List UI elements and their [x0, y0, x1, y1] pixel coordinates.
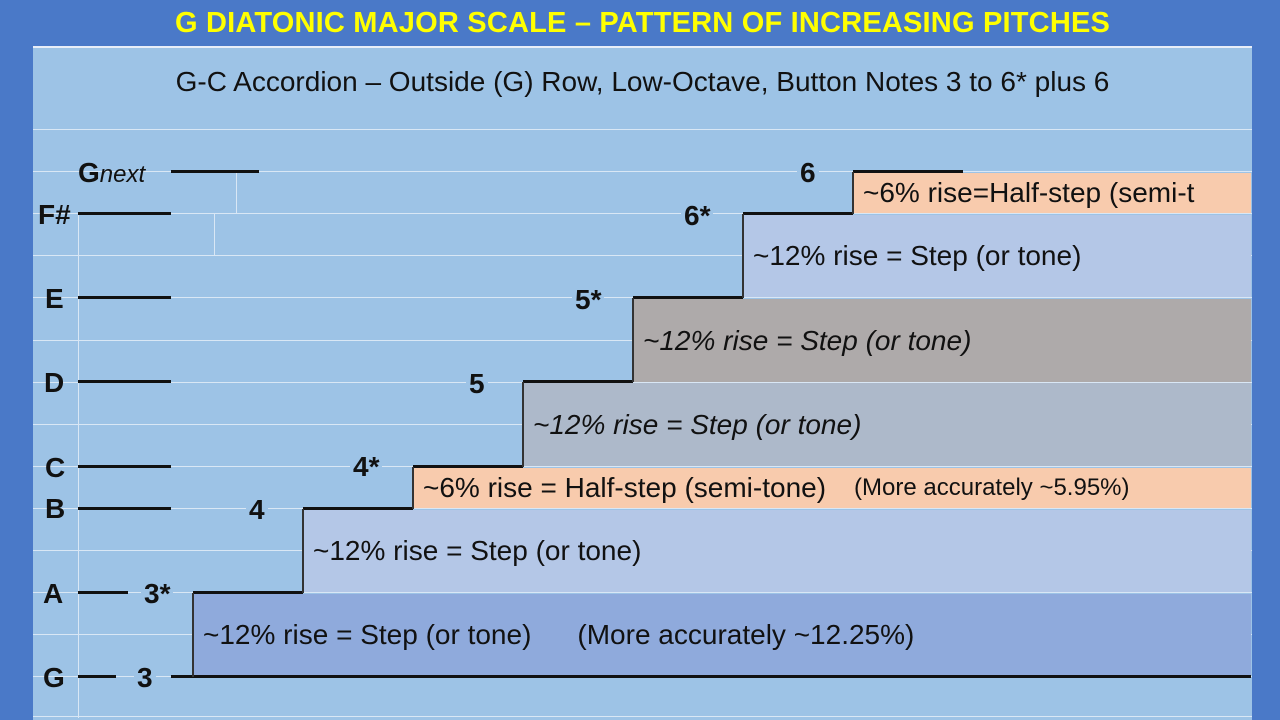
note-tick-fsharp [78, 212, 171, 215]
interval-text: ~6% rise = Half-step (semi-tone) [423, 472, 827, 503]
note-tick-d [78, 380, 171, 383]
step-line-a [193, 591, 303, 594]
subtitle: G-C Accordion – Outside (G) Row, Low-Oct… [175, 66, 1110, 97]
step-riser [302, 509, 304, 593]
note-label-g: G [43, 662, 65, 693]
interval-text: ~6% rise=Half-step (semi-t [863, 177, 1195, 208]
note-label-a: A [43, 578, 64, 609]
gridline [33, 171, 1252, 172]
interval-band-c-d: ~12% rise = Step (or tone) [523, 383, 1251, 466]
step-riser [852, 172, 854, 214]
button-label-4-star: 4* [350, 453, 383, 481]
button-label-5-star: 5* [572, 286, 605, 314]
note-tick-gnext [171, 170, 259, 173]
gridline-vertical [214, 213, 215, 255]
note-label-d: D [44, 367, 65, 398]
gridline [33, 213, 1252, 214]
interval-band-g-a: ~12% rise = Step (or tone) (More accurat… [193, 594, 1251, 676]
gridline [33, 129, 1252, 130]
interval-band-e-fsharp: ~12% rise = Step (or tone) [743, 215, 1251, 297]
gridline [33, 508, 1252, 509]
note-label-fsharp: F# [38, 199, 71, 230]
note-label-b: B [45, 493, 66, 524]
step-line-c [413, 465, 523, 468]
interval-band-b-c: ~6% rise = Half-step (semi-tone) (More a… [413, 468, 1251, 508]
button-label-3-star: 3* [141, 580, 174, 608]
interval-band-d-e: ~12% rise = Step (or tone) [633, 299, 1251, 382]
step-line-fsharp [743, 212, 853, 215]
step-riser [632, 298, 634, 382]
gridline [33, 466, 1252, 467]
step-line-b [303, 507, 413, 510]
note-tick-b [78, 507, 171, 510]
step-line-g [171, 675, 1251, 678]
gridline [33, 382, 1252, 383]
note-tick-c [78, 465, 171, 468]
note-tick-a [78, 591, 128, 594]
step-riser [412, 467, 414, 509]
button-label-5: 5 [466, 370, 488, 398]
gridline [33, 592, 1252, 593]
step-riser [742, 214, 744, 298]
note-tick-e [78, 296, 171, 299]
note-label-gnext-sub: next [99, 161, 146, 188]
page-title: G DIATONIC MAJOR SCALE – PATTERN OF INCR… [33, 0, 1252, 48]
interval-note: (More accurately ~12.25%) [577, 619, 915, 650]
note-tick-g [78, 675, 116, 678]
interval-band-a-b: ~12% rise = Step (or tone) [303, 510, 1251, 592]
interval-text: ~12% rise = Step (or tone) [643, 324, 972, 356]
note-label-c: C [45, 452, 66, 483]
step-line-d [523, 380, 633, 383]
gridline [33, 716, 1252, 717]
interval-band-fsharp-gnext: ~6% rise=Half-step (semi-t [853, 173, 1251, 213]
step-line-gnext [853, 170, 963, 173]
step-line-e [633, 296, 743, 299]
gridline-vertical [236, 171, 237, 213]
note-label-gnext-main: G [78, 157, 100, 188]
interval-text: ~12% rise = Step (or tone) [533, 408, 862, 440]
button-label-6-star: 6* [681, 202, 714, 230]
gridline [33, 255, 1252, 256]
note-label-gnext: Gnext [78, 157, 145, 189]
note-label-e: E [45, 283, 64, 314]
button-label-3: 3 [134, 664, 156, 692]
step-riser [192, 593, 194, 677]
button-label-6: 6 [797, 159, 819, 187]
button-label-4: 4 [246, 496, 268, 524]
interval-note: (More accurately ~5.95%) [854, 474, 1130, 501]
interval-text: ~12% rise = Step (or tone) [313, 535, 642, 566]
interval-text: ~12% rise = Step (or tone) [203, 619, 532, 650]
step-riser [522, 382, 524, 467]
interval-text: ~12% rise = Step (or tone) [753, 240, 1082, 271]
